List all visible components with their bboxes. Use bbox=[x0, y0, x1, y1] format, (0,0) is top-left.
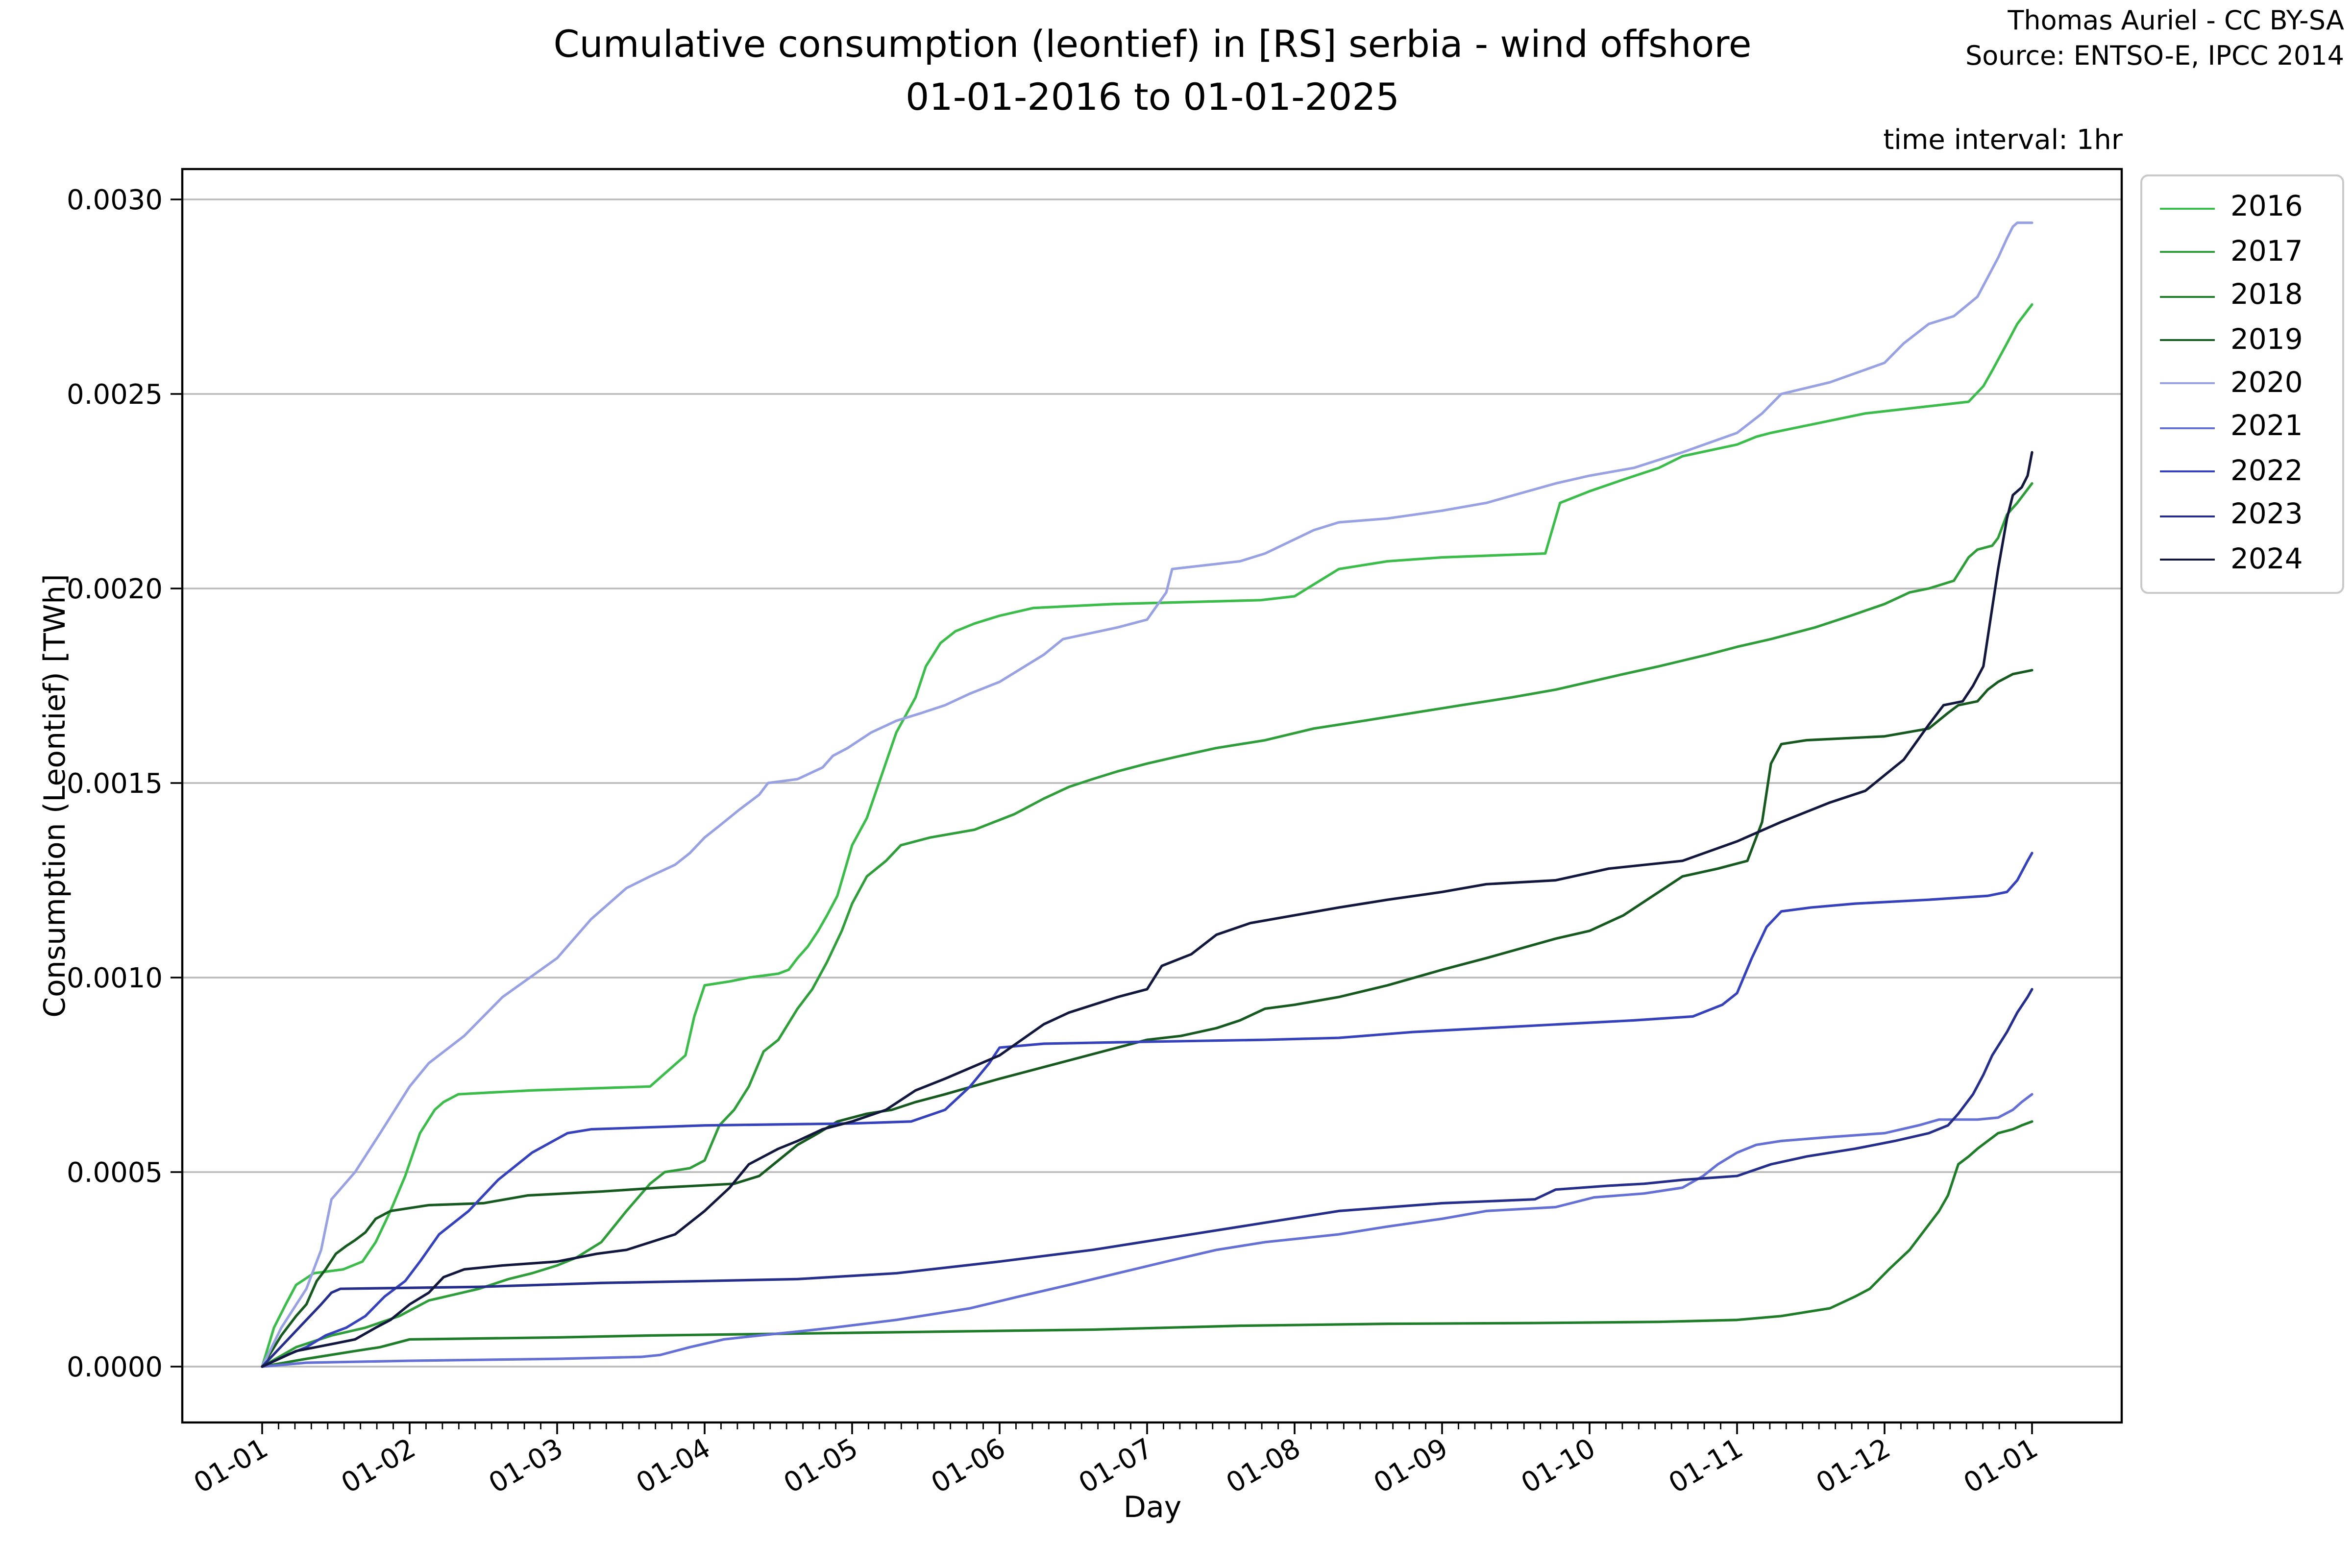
legend-swatch-2022 bbox=[2160, 470, 2215, 473]
legend-label-2020: 2020 bbox=[2230, 368, 2303, 400]
y-tick-label: 0.0030 bbox=[67, 184, 163, 216]
legend-item-2018: 2018 bbox=[2160, 281, 2342, 312]
series-line-2024 bbox=[261, 451, 2034, 1368]
attribution-source: Source: ENTSO-E, IPCC 2014 bbox=[1965, 41, 2344, 73]
time-interval-note: time interval: 1hr bbox=[1883, 125, 2123, 157]
legend-label-2016: 2016 bbox=[2230, 193, 2303, 224]
chart-title-line2: 01-01-2016 to 01-01-2025 bbox=[906, 76, 1399, 120]
legend-item-2024: 2024 bbox=[2160, 544, 2342, 575]
y-tick-label: 0.0020 bbox=[67, 573, 163, 605]
attribution: Thomas Auriel - CC BY-SA Source: ENTSO-E… bbox=[1965, 4, 2344, 74]
series-line-2018 bbox=[261, 1120, 2034, 1368]
legend-item-2021: 2021 bbox=[2160, 412, 2342, 443]
legend-item-2019: 2019 bbox=[2160, 324, 2342, 356]
legend-swatch-2017 bbox=[2160, 251, 2215, 254]
chart-title: Cumulative consumption (leontief) in [RS… bbox=[182, 20, 2123, 125]
legend-item-2023: 2023 bbox=[2160, 500, 2342, 532]
legend-swatch-2019 bbox=[2160, 339, 2215, 342]
legend-item-2022: 2022 bbox=[2160, 456, 2342, 488]
series-line-2021 bbox=[261, 1093, 2034, 1368]
legend-label-2022: 2022 bbox=[2230, 456, 2303, 488]
legend-label-2021: 2021 bbox=[2230, 412, 2303, 444]
legend-label-2018: 2018 bbox=[2230, 280, 2303, 312]
y-tick-label: 0.0000 bbox=[67, 1351, 163, 1383]
chart-title-line1: Cumulative consumption (leontief) in [RS… bbox=[553, 24, 1752, 67]
legend-swatch-2020 bbox=[2160, 383, 2215, 385]
legend-label-2023: 2023 bbox=[2230, 500, 2303, 532]
legend-swatch-2021 bbox=[2160, 427, 2215, 429]
series-line-2017 bbox=[261, 482, 2034, 1368]
legend-swatch-2018 bbox=[2160, 295, 2215, 297]
y-tick-label: 0.0005 bbox=[67, 1157, 163, 1189]
legend-label-2024: 2024 bbox=[2230, 544, 2303, 576]
series-line-2016 bbox=[261, 303, 2034, 1368]
series-line-2022 bbox=[261, 852, 2034, 1368]
legend-label-2019: 2019 bbox=[2230, 324, 2303, 356]
y-tick-label: 0.0010 bbox=[67, 962, 163, 994]
legend-swatch-2016 bbox=[2160, 207, 2215, 210]
legend-swatch-2023 bbox=[2160, 514, 2215, 517]
y-tick-label: 0.0025 bbox=[67, 379, 163, 411]
series-line-2023 bbox=[261, 988, 2034, 1368]
plot-frame bbox=[181, 168, 2123, 1424]
legend: 2016 2017 2018 2019 2020 2021 2022 2023 2024 bbox=[2140, 174, 2344, 594]
legend-label-2017: 2017 bbox=[2230, 237, 2303, 269]
attribution-author: Thomas Auriel - CC BY-SA bbox=[2008, 6, 2344, 37]
legend-item-2017: 2017 bbox=[2160, 237, 2342, 268]
legend-item-2020: 2020 bbox=[2160, 368, 2342, 400]
legend-item-2016: 2016 bbox=[2160, 193, 2342, 224]
x-axis-label: Day bbox=[1123, 1490, 1182, 1525]
series-line-2020 bbox=[261, 221, 2034, 1368]
legend-swatch-2024 bbox=[2160, 559, 2215, 561]
series-line-2019 bbox=[261, 669, 2034, 1368]
y-tick-label: 0.0015 bbox=[67, 768, 163, 800]
y-axis-label: Consumption (Leontief) [TWh] bbox=[37, 574, 73, 1018]
